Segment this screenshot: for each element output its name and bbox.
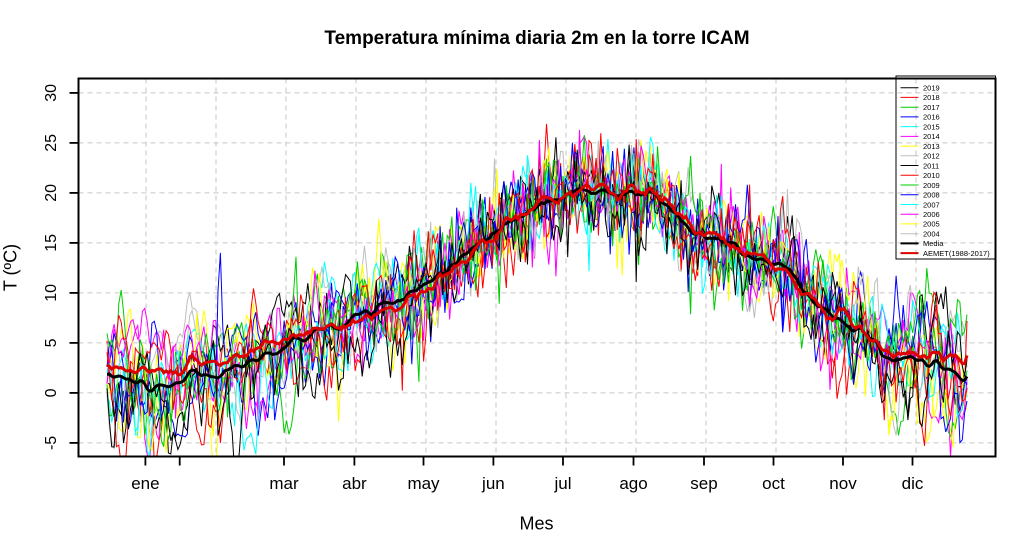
svg-text:2010: 2010 [923,171,940,180]
svg-text:Media: Media [923,239,944,248]
svg-text:25: 25 [43,134,60,152]
svg-text:oct: oct [762,474,785,493]
svg-text:sep: sep [690,474,717,493]
svg-text:2019: 2019 [923,84,940,93]
svg-text:2009: 2009 [923,181,940,190]
svg-text:2014: 2014 [923,132,940,141]
svg-text:nov: nov [829,474,857,493]
svg-text:abr: abr [342,474,367,493]
svg-text:dic: dic [902,474,924,493]
svg-text:2007: 2007 [923,200,940,209]
svg-text:30: 30 [43,84,60,102]
svg-text:jul: jul [553,474,571,493]
svg-text:mar: mar [269,474,299,493]
svg-text:20: 20 [43,184,60,202]
svg-text:ene: ene [131,474,159,493]
svg-text:ago: ago [619,474,647,493]
svg-text:0: 0 [43,388,60,397]
svg-text:-5: -5 [43,436,60,450]
svg-text:2006: 2006 [923,210,940,219]
svg-text:2012: 2012 [923,152,940,161]
svg-text:2008: 2008 [923,191,940,200]
svg-text:2013: 2013 [923,142,940,151]
svg-text:5: 5 [43,338,60,347]
svg-text:AEMET(1988-2017): AEMET(1988-2017) [923,249,990,258]
svg-text:2015: 2015 [923,122,940,131]
svg-text:15: 15 [43,234,60,252]
svg-text:2011: 2011 [923,161,939,170]
svg-text:T (ºC): T (ºC) [1,244,21,291]
svg-text:2005: 2005 [923,220,940,229]
svg-text:2017: 2017 [923,103,940,112]
svg-text:Temperatura mínima diaria 2m e: Temperatura mínima diaria 2m en la torre… [324,28,749,49]
svg-text:2004: 2004 [923,230,940,239]
svg-text:2018: 2018 [923,93,940,102]
svg-text:10: 10 [43,284,60,302]
svg-text:2016: 2016 [923,113,940,122]
svg-text:jun: jun [481,474,505,493]
svg-text:may: may [407,474,440,493]
svg-text:Mes: Mes [519,514,553,534]
